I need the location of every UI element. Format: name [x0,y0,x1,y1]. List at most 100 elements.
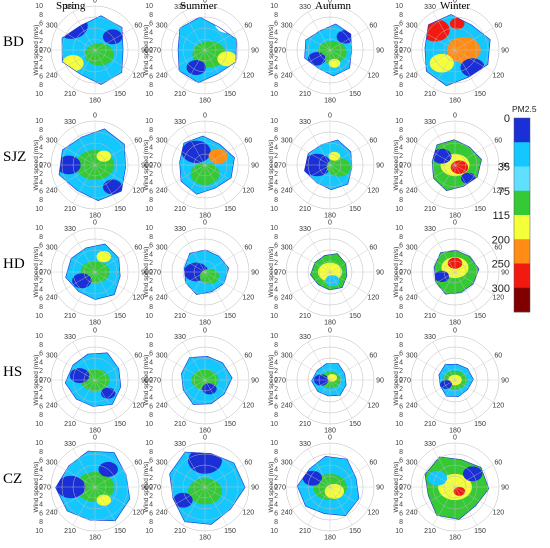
season-header-winter: Winter [440,0,470,12]
grid-spoke [454,486,478,526]
angle-tick-label: 0 [328,0,332,5]
season-header-autumn: Autumn [315,0,352,12]
angle-tick-label: 180 [449,98,461,105]
panel-hs-spring: 0609012015018021024027030033002244668810… [33,328,149,435]
angle-tick-label: 60 [134,460,142,467]
angle-tick-label: 300 [406,23,418,30]
data-extent-outline [304,23,352,77]
grid-spoke [204,164,228,204]
radial-tick-label: 8 [274,449,278,456]
grid-spoke [72,379,96,419]
pm25-hotspot [96,494,112,506]
grid-spoke [72,11,96,51]
grid-spoke [94,271,134,295]
colorbar-tick-label: 0 [504,113,510,125]
data-extent-outline [296,455,360,517]
angle-tick-label: 0 [93,328,97,335]
grid-spoke [182,11,206,51]
radial-tick-label: 8 [39,449,43,456]
radial-tick-label: 0 [274,162,278,169]
grid-spoke [329,164,369,188]
grid-spoke [329,379,369,403]
radial-axis-label: Wind speed (m/s) [268,355,275,406]
data-extent-outline [181,355,233,405]
radial-tick-label: 8 [149,412,153,419]
radial-tick-label: 10 [395,206,403,213]
radial-tick-label: 6 [274,188,278,195]
grid-spoke [432,49,456,89]
angle-tick-label: 60 [134,353,142,360]
radial-tick-label: 4 [399,65,403,72]
angle-tick-label: 240 [156,188,168,195]
radial-tick-label: 8 [399,342,403,349]
radial-tick-label: 6 [39,403,43,410]
grid-spoke [94,27,134,51]
grid-spoke [166,49,206,73]
grid-spoke [329,142,369,166]
panel-hd-autumn: 0609012015018021024027030033002244668810… [268,220,384,327]
angle-tick-label: 330 [174,119,186,126]
angle-tick-label: 330 [424,119,436,126]
radial-tick-label: 8 [39,12,43,19]
grid-spoke [416,49,456,73]
radial-tick-label: 8 [399,304,403,311]
angle-tick-label: 90 [141,270,149,277]
grid-spoke [94,486,118,526]
grid-spoke [182,233,206,273]
radial-tick-label: 10 [145,118,153,125]
angle-tick-label: 210 [299,421,311,428]
grid-spoke [416,379,456,403]
radial-tick-label: 10 [270,440,278,447]
grid-spoke [94,379,134,403]
radial-tick-label: 4 [274,395,278,402]
angle-tick-label: 330 [299,119,311,126]
angle-tick-label: 270 [149,485,161,492]
angle-tick-label: 300 [156,245,168,252]
angle-tick-label: 240 [281,188,293,195]
radial-axis-label: Wind speed (m/s) [143,140,150,191]
angle-tick-label: 270 [274,485,286,492]
angle-tick-label: 210 [299,206,311,213]
angle-tick-label: 180 [89,320,101,327]
grid-spoke [94,142,134,166]
angle-tick-label: 120 [492,188,504,195]
pm25-hotspot [324,275,340,287]
radial-tick-label: 0 [399,47,403,54]
radial-tick-label: 10 [35,528,43,535]
pm25-hotspot [308,52,326,66]
grid-spoke [56,379,96,403]
radial-tick-label: 10 [395,421,403,428]
angle-tick-label: 120 [132,295,144,302]
data-extent-outline [311,363,347,397]
grid-spoke [291,249,331,273]
grid-spoke [204,142,244,166]
radial-tick-label: 2 [399,56,403,63]
angle-tick-label: 60 [369,23,377,30]
angle-tick-label: 0 [203,435,207,442]
angle-tick-label: 150 [114,313,126,320]
angle-tick-label: 150 [114,528,126,535]
angle-tick-label: 0 [453,0,457,5]
angle-tick-label: 240 [281,73,293,80]
radial-tick-label: 2 [149,153,153,160]
angle-tick-label: 240 [46,403,58,410]
radial-tick-label: 4 [274,466,278,473]
site-label-bd: BD [3,34,24,50]
radial-tick-label: 8 [274,342,278,349]
radial-tick-label: 8 [39,234,43,241]
angle-tick-label: 120 [132,403,144,410]
angle-tick-label: 330 [424,4,436,11]
angle-tick-label: 0 [453,435,457,442]
grid-spoke [432,379,456,419]
angle-tick-label: 90 [251,485,259,492]
angle-tick-label: 150 [349,313,361,320]
radial-tick-label: 6 [149,243,153,250]
grid-spoke [329,464,369,488]
angle-tick-label: 180 [449,428,461,435]
pm25-hotspot [449,17,465,30]
radial-tick-label: 4 [274,287,278,294]
radial-tick-label: 2 [274,153,278,160]
radial-tick-label: 10 [35,421,43,428]
angle-tick-label: 0 [93,0,97,5]
radial-tick-label: 4 [149,502,153,509]
